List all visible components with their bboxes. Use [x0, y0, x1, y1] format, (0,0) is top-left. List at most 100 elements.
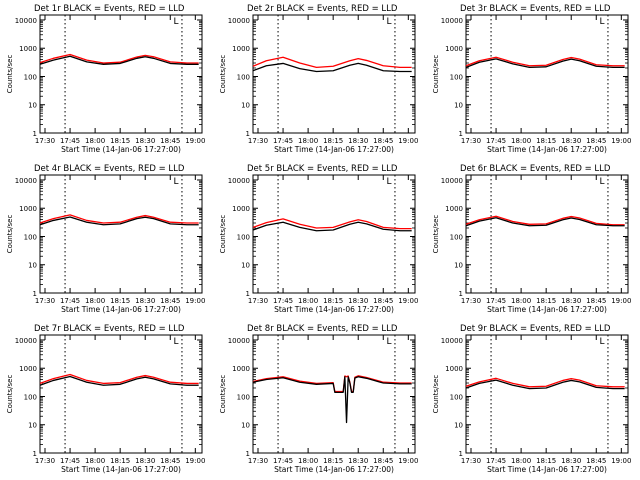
x-tick-label: 18:15 [110, 457, 130, 465]
y-tick-label: 1000 [445, 365, 463, 373]
chart-marker: L [386, 17, 391, 27]
y-tick-label: 1 [246, 290, 250, 298]
y-tick-label: 10 [241, 422, 250, 430]
detector-chart: Det 4r BLACK = Events, RED = LLD L 1 10 100 1… [6, 164, 205, 314]
lld-series-line [39, 53, 199, 64]
x-axis-label: Start Time (14-Jan-06 17:27:00) [61, 305, 181, 314]
chart-title: Det 3r BLACK = Events, RED = LLD [460, 4, 611, 14]
lld-series-line [465, 377, 625, 388]
x-tick-label: 18:15 [110, 297, 130, 305]
lld-series-line [39, 373, 199, 385]
x-tick-label: 17:45 [273, 137, 293, 145]
y-tick-label: 1 [459, 450, 463, 458]
y-tick-label: 100 [24, 73, 37, 81]
events-series-line [39, 216, 199, 226]
y-tick-label: 100 [237, 233, 250, 241]
x-tick-label: 18:15 [323, 457, 343, 465]
chart-marker: L [599, 337, 604, 347]
x-tick-label: 18:45 [586, 137, 606, 145]
chart-title: Det 5r BLACK = Events, RED = LLD [247, 164, 398, 174]
chart-marker: L [173, 177, 178, 187]
x-tick-label: 18:45 [586, 297, 606, 305]
y-tick-label: 1 [33, 290, 37, 298]
x-tick-label: 18:30 [561, 137, 581, 145]
x-tick-label: 17:30 [248, 297, 268, 305]
events-series-line [39, 375, 199, 386]
chart-title: Det 9r BLACK = Events, RED = LLD [460, 324, 611, 334]
x-axis-label: Start Time (14-Jan-06 17:27:00) [274, 145, 394, 154]
y-tick-label: 100 [237, 393, 250, 401]
x-tick-label: 18:00 [511, 137, 531, 145]
y-tick-label: 1 [33, 130, 37, 138]
x-tick-label: 18:45 [160, 457, 180, 465]
y-tick-label: 10 [454, 262, 463, 270]
chart-title: Det 4r BLACK = Events, RED = LLD [34, 164, 185, 174]
lld-series-line [252, 56, 412, 69]
chart-marker: L [599, 177, 604, 187]
y-tick-label: 1000 [19, 45, 37, 53]
lld-series-line [252, 375, 412, 393]
detector-chart: Det 6r BLACK = Events, RED = LLD L 1 10 100 1… [432, 164, 631, 314]
x-tick-label: 17:45 [486, 457, 506, 465]
x-tick-label: 18:00 [511, 297, 531, 305]
detector-chart: Det 1r BLACK = Events, RED = LLD L 1 10 100 1… [6, 4, 205, 154]
detector-chart: Det 3r BLACK = Events, RED = LLD L 1 10 100 1… [432, 4, 631, 154]
x-axis-label: Start Time (14-Jan-06 17:27:00) [487, 145, 607, 154]
x-tick-label: 18:30 [561, 297, 581, 305]
chart-marker: L [599, 17, 604, 27]
chart-title: Det 1r BLACK = Events, RED = LLD [34, 4, 185, 14]
plot-frame [39, 334, 203, 454]
y-axis-label: Counts/sec [6, 55, 14, 94]
x-tick-label: 18:00 [85, 137, 105, 145]
x-tick-label: 17:45 [273, 297, 293, 305]
x-tick-label: 19:00 [185, 137, 205, 145]
y-tick-label: 1000 [19, 365, 37, 373]
y-tick-label: 10 [28, 262, 37, 270]
x-tick-label: 18:15 [536, 297, 556, 305]
y-tick-label: 10000 [15, 337, 37, 345]
x-tick-label: 17:45 [60, 137, 80, 145]
x-tick-label: 17:45 [486, 297, 506, 305]
y-axis-label: Counts/sec [432, 375, 440, 414]
y-tick-label: 1 [246, 450, 250, 458]
lld-series-line [252, 218, 412, 230]
x-tick-label: 18:45 [160, 137, 180, 145]
x-tick-label: 17:30 [248, 457, 268, 465]
x-tick-label: 18:30 [135, 457, 155, 465]
y-tick-label: 10 [241, 262, 250, 270]
y-tick-label: 10000 [228, 177, 250, 185]
x-tick-label: 18:45 [586, 457, 606, 465]
x-tick-label: 18:45 [373, 297, 393, 305]
detector-chart: Det 7r BLACK = Events, RED = LLD L 1 10 100 1… [6, 324, 205, 474]
x-tick-label: 17:30 [461, 297, 481, 305]
chart-title: Det 7r BLACK = Events, RED = LLD [34, 324, 185, 334]
plot-frame [252, 334, 416, 454]
x-tick-label: 18:30 [348, 137, 368, 145]
x-tick-label: 18:45 [373, 457, 393, 465]
y-axis-label: Counts/sec [432, 55, 440, 94]
x-tick-label: 18:30 [561, 457, 581, 465]
detector-chart: Det 9r BLACK = Events, RED = LLD L 1 10 100 1… [432, 324, 631, 474]
y-tick-label: 1000 [445, 205, 463, 213]
y-tick-label: 1000 [19, 205, 37, 213]
x-tick-label: 18:15 [536, 457, 556, 465]
x-tick-label: 18:00 [511, 457, 531, 465]
y-tick-label: 10 [241, 102, 250, 110]
x-tick-label: 18:00 [85, 457, 105, 465]
x-tick-label: 18:00 [85, 297, 105, 305]
x-tick-label: 19:00 [611, 137, 631, 145]
lld-series-line [465, 56, 625, 67]
events-series-line [252, 62, 412, 73]
chart-title: Det 6r BLACK = Events, RED = LLD [460, 164, 611, 174]
x-tick-label: 18:15 [323, 137, 343, 145]
y-tick-label: 1000 [232, 45, 250, 53]
plot-frame [465, 334, 629, 454]
y-tick-label: 10000 [15, 17, 37, 25]
y-tick-label: 1000 [232, 205, 250, 213]
x-tick-label: 17:30 [35, 137, 55, 145]
lld-series-line [465, 215, 625, 226]
chart-marker: L [173, 17, 178, 27]
y-tick-label: 1 [459, 130, 463, 138]
x-tick-label: 18:30 [348, 297, 368, 305]
x-axis-label: Start Time (14-Jan-06 17:27:00) [274, 305, 394, 314]
